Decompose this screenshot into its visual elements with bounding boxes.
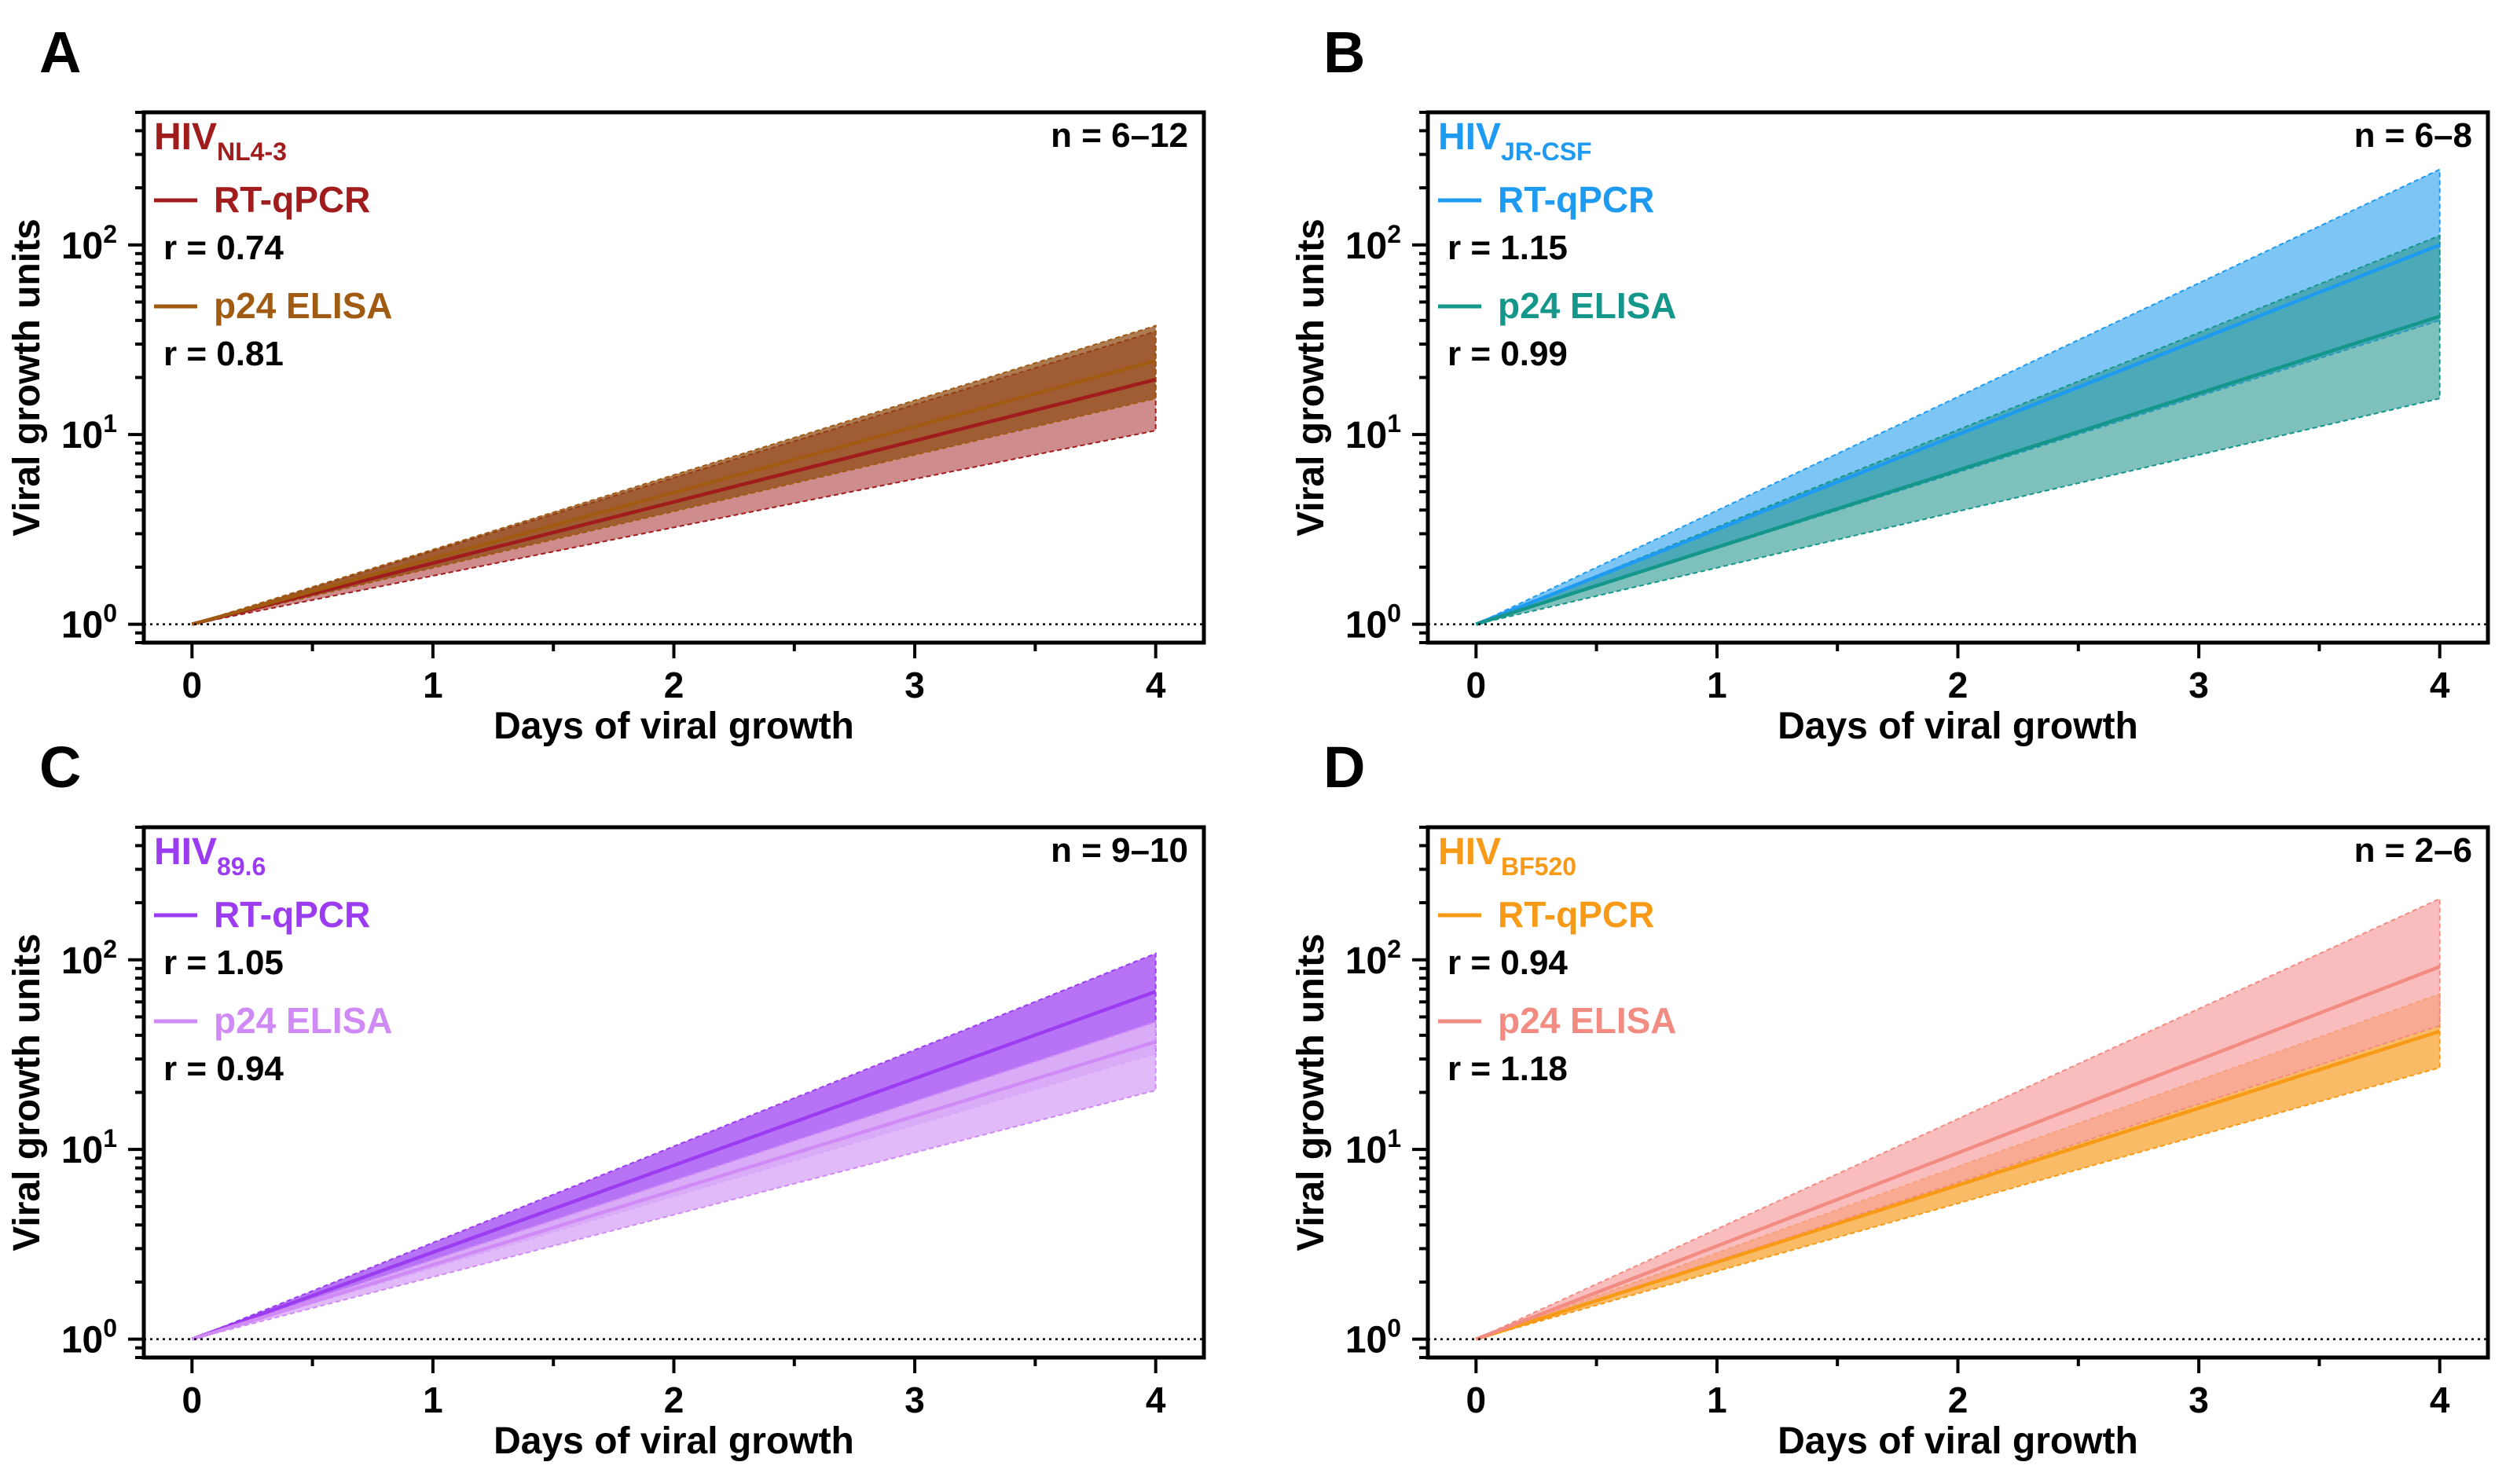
r-value-1: r = 0.94	[163, 1050, 284, 1088]
r-value-1: r = 0.99	[1447, 335, 1568, 373]
line-d-series-0	[1475, 1029, 2441, 1341]
panel-letter: B	[1323, 20, 1365, 85]
x-tick-label-0: 0	[1466, 1380, 1487, 1420]
x-tick-label-3: 3	[904, 665, 925, 705]
x-tick-label-4: 4	[2430, 665, 2450, 705]
x-tick-label-1: 1	[423, 1380, 443, 1420]
y-axis-label: Viral growth units	[6, 933, 48, 1251]
panel-letter: C	[39, 735, 81, 800]
r-value-1: r = 1.18	[1447, 1050, 1568, 1088]
x-tick-label-3: 3	[2189, 665, 2209, 705]
x-axis-label: Days of viral growth	[493, 1420, 854, 1462]
x-tick-label-2: 2	[664, 1380, 684, 1420]
x-tick-label-1: 1	[423, 665, 443, 705]
n-label: n = 9–10	[1051, 831, 1188, 870]
panel-c: C 100 101 102 0 1 2 3 4 Days of viral growth Viral…	[6, 735, 1206, 1462]
panel-b: B 100 101 102 0 1 2 3 4 Days of viral growth Viral…	[1290, 20, 2490, 747]
panel-a: A 100 101 102 0 1 2 3 4 Days of viral growth Viral…	[6, 20, 1206, 747]
y-tick-label-1: 101	[1345, 409, 1401, 456]
legend-label-0: RT-qPCR	[1498, 894, 1654, 935]
r-value-0: r = 1.05	[163, 944, 284, 982]
virus-title: HIVBF520	[1438, 831, 1576, 881]
virus-title: HIVJR-CSF	[1438, 116, 1592, 166]
x-tick-label-4: 4	[2430, 1380, 2450, 1420]
legend-label-1: p24 ELISA	[214, 1000, 393, 1041]
y-axis-label: Viral growth units	[1290, 933, 1332, 1251]
virus-title: HIVNL4-3	[154, 116, 287, 166]
virus-title: HIV89.6	[154, 831, 266, 881]
n-label: n = 6–12	[1051, 116, 1188, 155]
line-c-series-1	[191, 1039, 1157, 1341]
band-c-series-0	[191, 952, 1157, 1340]
x-tick-label-1: 1	[1707, 665, 1727, 705]
r-value-0: r = 1.15	[1447, 229, 1568, 267]
x-tick-label-3: 3	[904, 1380, 925, 1420]
y-tick-label-1: 101	[61, 409, 117, 456]
x-tick-label-0: 0	[1466, 665, 1487, 705]
legend-label-1: p24 ELISA	[1498, 285, 1677, 326]
x-axis-label: Days of viral growth	[1778, 705, 2138, 747]
y-tick-label-2: 102	[1345, 935, 1401, 982]
y-tick-label-2: 102	[61, 935, 117, 982]
y-tick-label-1: 101	[1345, 1124, 1401, 1171]
x-tick-label-0: 0	[182, 665, 203, 705]
r-value-0: r = 0.94	[1447, 944, 1568, 982]
band-b-series-1	[1475, 234, 2441, 625]
line-b-series-0	[1475, 243, 2441, 626]
x-tick-label-2: 2	[1948, 665, 1968, 705]
r-value-0: r = 0.74	[163, 229, 284, 267]
legend-label-1: p24 ELISA	[1498, 1000, 1677, 1041]
r-value-1: r = 0.81	[163, 335, 284, 373]
line-b-series-1	[1475, 314, 2441, 626]
n-label: n = 6–8	[2354, 116, 2472, 155]
n-label: n = 2–6	[2354, 831, 2472, 870]
legend-label-0: RT-qPCR	[1498, 179, 1654, 220]
line-c-series-0	[191, 990, 1157, 1341]
x-tick-label-4: 4	[1146, 665, 1166, 705]
x-tick-label-1: 1	[1707, 1380, 1727, 1420]
legend-label-1: p24 ELISA	[214, 285, 393, 326]
x-tick-label-3: 3	[2189, 1380, 2209, 1420]
x-tick-label-4: 4	[1146, 1380, 1166, 1420]
panel-letter: D	[1323, 735, 1365, 800]
x-tick-label-0: 0	[182, 1380, 203, 1420]
panel-letter: A	[39, 20, 81, 85]
line-d-series-1	[1475, 965, 2441, 1341]
x-tick-label-2: 2	[1948, 1380, 1968, 1420]
band-a-series-1	[192, 324, 1157, 625]
y-tick-label-0: 100	[1345, 1314, 1401, 1361]
panel-d: D 100 101 102 0 1 2 3 4 Days of viral growth Viral…	[1290, 735, 2490, 1462]
y-axis-label: Viral growth units	[6, 218, 48, 536]
band-d-series-1	[1475, 897, 2441, 1340]
y-tick-label-1: 101	[61, 1124, 117, 1171]
line-a-series-1	[191, 359, 1157, 626]
band-c-series-1	[192, 1020, 1157, 1340]
x-tick-label-2: 2	[664, 665, 684, 705]
line-a-series-0	[191, 377, 1157, 626]
y-tick-label-0: 100	[1345, 599, 1401, 647]
y-tick-label-2: 102	[61, 220, 117, 267]
y-tick-label-0: 100	[61, 599, 117, 647]
y-axis-label: Viral growth units	[1290, 218, 1332, 536]
y-tick-label-0: 100	[61, 1314, 117, 1361]
x-axis-label: Days of viral growth	[1778, 1420, 2138, 1462]
x-axis-label: Days of viral growth	[493, 705, 854, 747]
legend-label-0: RT-qPCR	[214, 894, 370, 935]
y-tick-label-2: 102	[1345, 220, 1401, 267]
legend-label-0: RT-qPCR	[214, 179, 370, 220]
